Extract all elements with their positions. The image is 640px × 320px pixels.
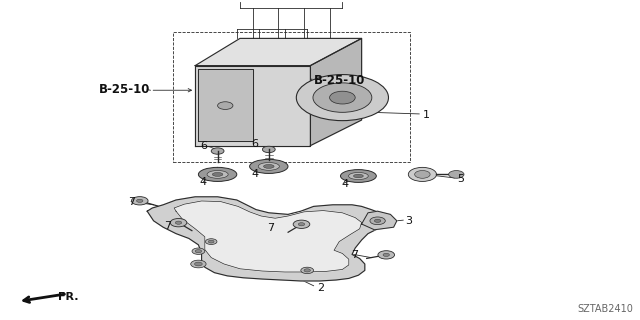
Text: SZTAB2410: SZTAB2410 [578, 304, 634, 314]
Polygon shape [310, 38, 362, 146]
Circle shape [192, 248, 205, 254]
Circle shape [298, 223, 305, 226]
Circle shape [131, 196, 148, 205]
Ellipse shape [250, 159, 288, 173]
Bar [173, 32, 410, 162]
Circle shape [383, 253, 389, 256]
Circle shape [136, 199, 143, 202]
Text: 6: 6 [200, 140, 207, 151]
Ellipse shape [212, 172, 223, 176]
Circle shape [415, 171, 430, 178]
Circle shape [330, 91, 355, 104]
Circle shape [370, 217, 385, 225]
Ellipse shape [264, 164, 274, 168]
Ellipse shape [349, 172, 368, 180]
Text: B-25-10: B-25-10 [99, 83, 150, 96]
Circle shape [205, 239, 217, 244]
Polygon shape [198, 69, 253, 141]
Text: 4: 4 [252, 169, 259, 179]
Text: 4: 4 [200, 177, 207, 188]
Text: FR.: FR. [58, 292, 78, 302]
Circle shape [195, 262, 202, 266]
Polygon shape [362, 211, 397, 230]
Circle shape [170, 219, 187, 227]
Circle shape [209, 240, 214, 243]
Text: 1: 1 [422, 110, 429, 120]
Ellipse shape [259, 163, 280, 170]
Polygon shape [147, 197, 390, 281]
Text: 7: 7 [351, 250, 358, 260]
Circle shape [211, 148, 224, 154]
Text: 4: 4 [341, 179, 348, 189]
Circle shape [408, 167, 436, 181]
Ellipse shape [340, 170, 376, 182]
Circle shape [301, 267, 314, 274]
Text: 7: 7 [128, 197, 135, 207]
Circle shape [374, 219, 381, 222]
Circle shape [304, 269, 310, 272]
Circle shape [313, 83, 372, 112]
Circle shape [296, 75, 388, 121]
Polygon shape [195, 66, 310, 146]
Text: 6: 6 [252, 139, 259, 149]
Circle shape [262, 146, 275, 153]
Circle shape [449, 171, 464, 178]
Text: B-25-10: B-25-10 [314, 74, 365, 86]
Circle shape [378, 251, 394, 259]
Polygon shape [174, 201, 362, 272]
Circle shape [293, 220, 310, 228]
Ellipse shape [198, 167, 237, 181]
Circle shape [191, 260, 206, 268]
Text: 2: 2 [317, 283, 324, 293]
Text: 7: 7 [164, 221, 172, 231]
Text: 3: 3 [405, 216, 412, 227]
Ellipse shape [207, 171, 228, 178]
Text: 5: 5 [458, 174, 465, 184]
Circle shape [218, 102, 233, 109]
Text: 7: 7 [268, 223, 275, 233]
Polygon shape [195, 38, 362, 66]
Circle shape [175, 221, 182, 224]
Ellipse shape [353, 174, 364, 178]
Circle shape [195, 250, 202, 253]
